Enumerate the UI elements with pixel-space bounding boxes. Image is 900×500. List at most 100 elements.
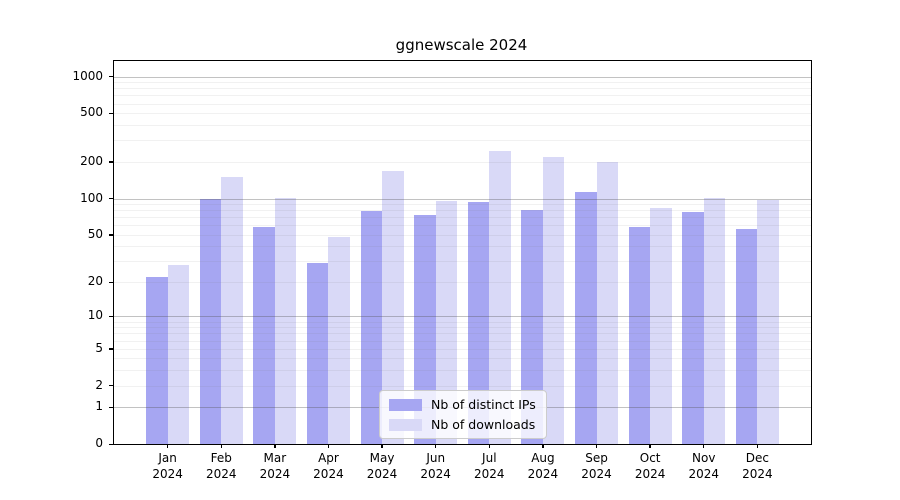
gridline-700 [114, 95, 811, 97]
y-tick-100 [109, 198, 113, 200]
x-tick-aug [542, 444, 544, 448]
x-tick-label-nov: Nov 2024 [688, 451, 720, 481]
y-tick-label-50: 50 [87, 226, 103, 241]
legend: Nb of distinct IPs Nb of downloads [379, 390, 547, 439]
y-tick-label-100: 100 [80, 190, 103, 205]
x-tick-label-mar: Mar 2024 [259, 451, 291, 481]
gridline-6 [114, 340, 811, 342]
x-tick-sep [595, 444, 598, 448]
y-tick-label-1: 1 [95, 399, 103, 414]
y-tick-20 [109, 281, 113, 283]
y-tick-5 [109, 348, 113, 350]
legend-label-downloads: Nb of downloads [431, 417, 536, 432]
bar-ips-jul [467, 201, 490, 444]
bar-ips-sep [575, 192, 597, 444]
plot-area: 0 1 2 5 10 20 50 100 200 500 1000 Jan 2024 Feb 2024… [72, 60, 812, 481]
bar-ips-feb [199, 199, 222, 444]
x-tick-label-jul: Jul 2024 [474, 451, 505, 481]
bar-downloads-sep [596, 162, 618, 444]
bar-ips-mar [253, 227, 275, 444]
bar-downloads-feb [221, 177, 243, 444]
gridline-60 [114, 225, 811, 227]
bar-ips-dec [735, 228, 758, 444]
x-tick-apr [327, 444, 330, 448]
legend-row-ips: Nb of distinct IPs [389, 397, 536, 412]
bar-downloads-dec [757, 199, 779, 444]
bar-downloads-aug [542, 157, 565, 444]
y-tick-label-5: 5 [95, 340, 103, 355]
x-tick-label-feb: Feb 2024 [205, 451, 237, 481]
y-tick-label-10: 10 [87, 308, 103, 323]
x-tick-dec [756, 444, 759, 448]
gridline-90 [114, 204, 811, 206]
x-tick-jul [488, 444, 490, 448]
gridline-900 [114, 82, 811, 84]
x-tick-feb [220, 444, 222, 448]
gridline-50 [114, 234, 811, 236]
legend-label-ips: Nb of distinct IPs [431, 397, 536, 412]
y-tick-50 [109, 234, 113, 236]
gridline-2 [114, 385, 811, 387]
bar-ips-jan [146, 277, 168, 444]
bar-downloads-oct [650, 207, 672, 444]
x-tick-label-aug: Aug 2024 [527, 451, 559, 481]
bar-downloads-jul [489, 151, 511, 444]
x-tick-label-jun: Jun 2024 [420, 451, 451, 481]
y-tick-label-2: 2 [95, 377, 103, 392]
gridline-8 [114, 327, 811, 329]
y-tick-1 [109, 406, 113, 409]
gridline-20 [114, 282, 811, 284]
y-tick-200 [109, 161, 113, 163]
y-tick-500 [109, 112, 113, 115]
gridline-7 [114, 333, 811, 335]
x-tick-jun [434, 444, 437, 448]
y-tick-label-500: 500 [80, 105, 103, 120]
y-tick-label-200: 200 [80, 153, 103, 168]
y-tick-1000 [109, 76, 113, 78]
bar-ips-nov [682, 212, 704, 444]
chart-title: ggnewscale 2024 [395, 36, 528, 54]
gridline-800 [114, 88, 811, 90]
gridline-100 [114, 198, 811, 200]
gridline-200 [114, 161, 811, 163]
y-tick-0 [109, 443, 113, 445]
y-tick-2 [109, 385, 113, 387]
gridline-9 [114, 321, 811, 323]
gridline-1000 [114, 76, 811, 78]
bars-layer [114, 61, 811, 444]
legend-swatch-downloads [389, 418, 422, 431]
bar-ips-jun [414, 215, 436, 444]
x-tick-label-dec: Dec 2024 [742, 451, 773, 481]
gridline-600 [114, 103, 811, 105]
y-tick-label-20: 20 [87, 274, 103, 289]
bar-downloads-apr [328, 237, 350, 444]
x-tick-label-oct: Oct 2024 [634, 451, 666, 481]
legend-row-downloads: Nb of downloads [389, 417, 536, 432]
gridline-400 [114, 125, 811, 127]
gridline-3 [114, 370, 811, 372]
y-tick-label-1000: 1000 [72, 68, 103, 83]
x-tick-label-jan: Jan 2024 [152, 451, 183, 481]
gridline-300 [114, 140, 811, 142]
bar-downloads-nov [703, 198, 726, 444]
x-tick-nov [703, 444, 705, 448]
x-tick-oct [649, 444, 651, 448]
gridline-10 [114, 316, 811, 318]
x-tick-mar [274, 444, 276, 448]
x-tick-label-apr: Apr 2024 [313, 451, 344, 481]
x-tick-jan [166, 444, 169, 448]
bar-downloads-mar [274, 198, 297, 444]
grid-layer [114, 61, 811, 444]
bar-downloads-jun [435, 201, 458, 444]
x-tick-label-sep: Sep 2024 [581, 451, 612, 481]
legend-swatch-ips [389, 398, 422, 411]
bar-downloads-jan [167, 264, 190, 444]
bar-downloads-may [382, 171, 404, 444]
bar-ips-may [360, 210, 383, 444]
gridline-80 [114, 210, 811, 212]
gridline-40 [114, 246, 811, 248]
y-tick-label-0: 0 [95, 436, 103, 450]
gridline-5 [114, 348, 811, 350]
y-tick-10 [109, 315, 113, 318]
